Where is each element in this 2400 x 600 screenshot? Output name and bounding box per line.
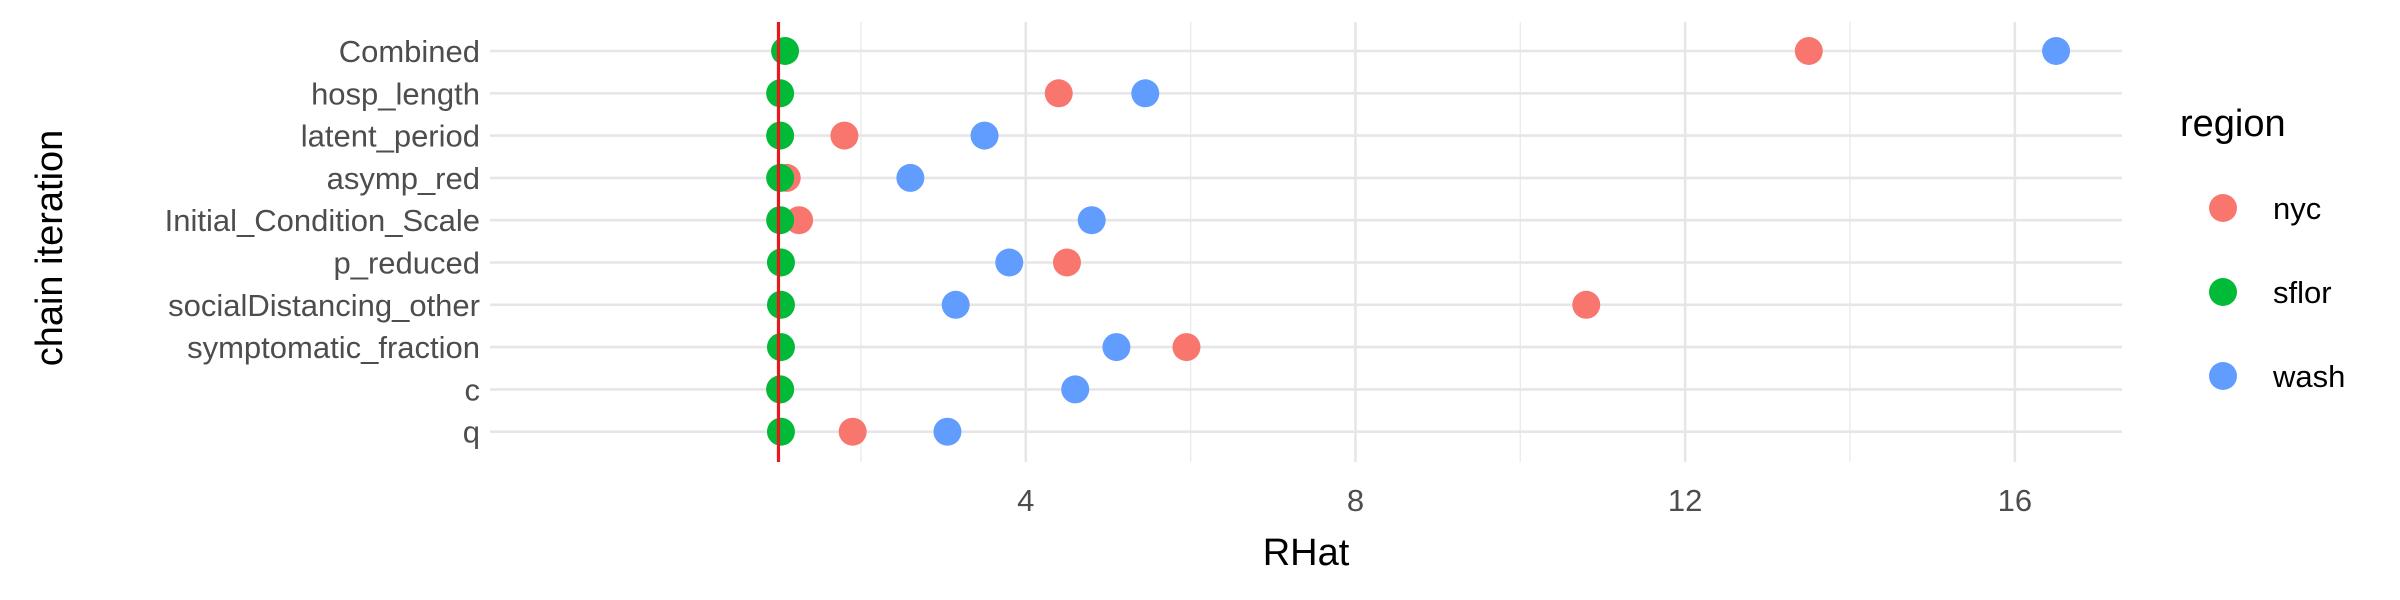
point-wash [2042, 37, 2071, 65]
y-tick-label: symptomatic_fraction [187, 330, 480, 365]
point-nyc [830, 121, 859, 150]
point-sflor [766, 79, 795, 108]
legend-key-wash [2209, 362, 2237, 390]
point-wash [896, 163, 925, 192]
y-tick-labels: Combined hosp_length latent_period asymp_re… [165, 34, 480, 450]
point-sflor [771, 37, 800, 65]
point-nyc [1052, 248, 1081, 277]
legend-label-sflor: sflor [2273, 275, 2332, 310]
legend: region nyc sflor wash [2180, 103, 2345, 394]
y-tick-label: asymp_red [327, 161, 480, 196]
point-wash [970, 121, 999, 150]
point-sflor [766, 121, 795, 150]
legend-title: region [2180, 103, 2286, 145]
x-axis-title: RHat [1263, 532, 1350, 574]
legend-items: nyc sflor wash [2209, 191, 2345, 394]
point-wash [1061, 375, 1090, 404]
x-tick-label: 16 [1998, 483, 2032, 518]
y-tick-label: Combined [339, 34, 480, 69]
legend-key-sflor [2209, 278, 2237, 306]
point-sflor [766, 290, 795, 319]
point-sflor [766, 206, 795, 235]
y-tick-label: socialDistancing_other [168, 288, 480, 323]
point-wash [1131, 79, 1160, 108]
point-sflor [766, 248, 795, 277]
point-nyc [1572, 290, 1601, 319]
point-nyc [1044, 79, 1073, 108]
y-axis-title: chain iteration [29, 130, 71, 367]
legend-key-nyc [2209, 194, 2237, 222]
x-tick-label: 8 [1347, 483, 1364, 518]
point-wash [941, 290, 970, 319]
x-tick-label: 4 [1017, 483, 1034, 518]
point-sflor [766, 417, 795, 446]
y-tick-label: Initial_Condition_Scale [165, 203, 480, 238]
point-wash [995, 248, 1024, 277]
point-wash [1077, 206, 1106, 235]
point-wash [1102, 333, 1131, 362]
point-sflor [766, 163, 795, 192]
point-nyc [838, 417, 867, 446]
x-tick-label: 12 [1668, 483, 1702, 518]
legend-label-nyc: nyc [2273, 191, 2321, 226]
y-tick-label: latent_period [301, 119, 480, 154]
data-points [766, 37, 2071, 446]
point-nyc [1172, 333, 1201, 362]
legend-label-wash: wash [2272, 359, 2345, 394]
y-tick-label: p_reduced [333, 246, 480, 281]
y-tick-label: hosp_length [311, 76, 480, 111]
point-sflor [766, 375, 795, 404]
point-nyc [1794, 37, 1823, 65]
x-tick-labels: 4 8 12 16 [1017, 483, 2032, 518]
point-sflor [766, 333, 795, 362]
grid-lines [490, 22, 2122, 462]
y-tick-label: c [465, 372, 481, 407]
point-wash [933, 417, 962, 446]
y-tick-label: q [463, 415, 480, 450]
